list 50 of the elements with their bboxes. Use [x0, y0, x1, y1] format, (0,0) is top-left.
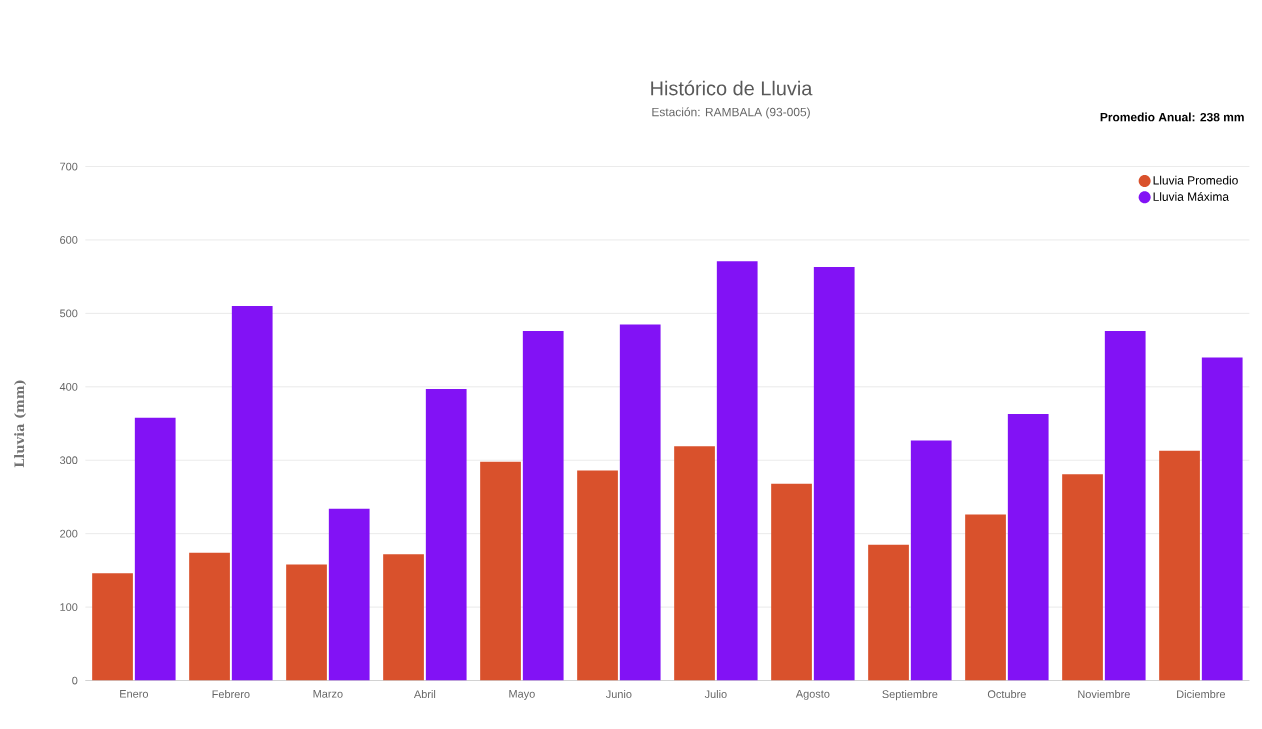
x-tick-label: Marzo — [313, 690, 343, 698]
bar — [1062, 474, 1103, 681]
chart-title: Histórico de Lluvia — [651, 80, 813, 96]
x-tick-label: Septiembre — [882, 690, 938, 701]
x-tick-label: Junio — [605, 690, 632, 699]
x-tick-label: Enero — [120, 690, 149, 698]
bar — [674, 446, 715, 681]
y-axis-title: Lluvia (mm) — [14, 380, 26, 468]
y-tick-label: 100 — [60, 603, 78, 611]
bar — [286, 564, 327, 681]
bar — [910, 440, 952, 681]
chart-subtitle: Estación: RAMBALA (93-005) — [652, 107, 810, 119]
bar — [619, 324, 661, 681]
bar — [1007, 413, 1049, 681]
x-tick-label: Octubre — [987, 690, 1026, 699]
y-tick-label: 500 — [60, 309, 78, 318]
y-tick-label: 0 — [72, 676, 78, 685]
bar — [328, 508, 370, 681]
bar — [231, 306, 273, 681]
y-tick-label: 200 — [60, 529, 78, 538]
bar — [577, 470, 618, 681]
bar — [1104, 331, 1146, 681]
bar — [868, 544, 909, 681]
y-tick-label: 600 — [60, 236, 78, 244]
x-tick-label: Noviembre — [1078, 690, 1130, 699]
x-tick-label: Julio — [704, 690, 727, 699]
bar — [965, 514, 1006, 681]
bar — [134, 417, 176, 681]
x-tick-label: Agosto — [795, 690, 830, 700]
x-tick-label: Diciembre — [1177, 690, 1226, 699]
bar — [92, 573, 133, 681]
x-tick-label: Febrero — [212, 690, 250, 699]
x-tick-label: Mayo — [509, 690, 535, 700]
y-tick-label: 700 — [60, 162, 78, 171]
legend-title: Promedio Anual: 238 mm — [1100, 112, 1244, 122]
y-tick-label: 400 — [59, 382, 78, 391]
x-tick-label: Abril — [413, 690, 436, 699]
bar — [480, 461, 521, 681]
bar — [1201, 357, 1243, 681]
legend-label: Lluvia Máxima — [1153, 191, 1230, 201]
bar — [189, 552, 230, 681]
bar — [425, 389, 467, 681]
legend-label: Lluvia Promedio — [1153, 175, 1238, 185]
bar — [383, 554, 424, 681]
bar — [813, 267, 855, 681]
bar — [771, 483, 812, 681]
y-tick-label: 300 — [59, 456, 78, 465]
bar — [1159, 450, 1200, 681]
bar — [522, 331, 564, 681]
bar — [716, 261, 758, 681]
